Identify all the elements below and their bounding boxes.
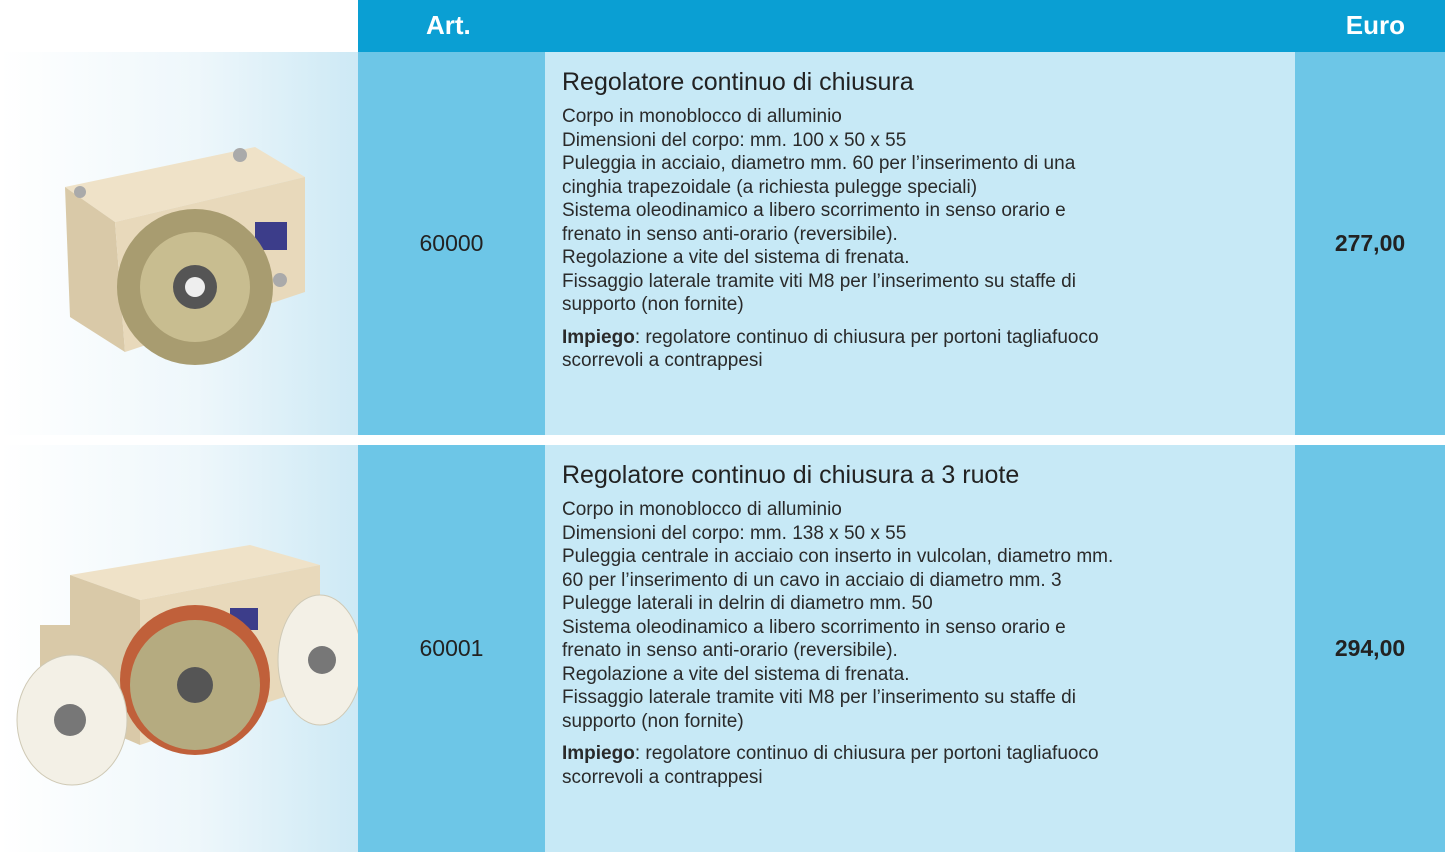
- description-line: frenato in senso anti-orario (reversibil…: [562, 223, 898, 245]
- product-title: Regolatore continuo di chiusura: [562, 68, 914, 96]
- usage-label: Impiego: [562, 743, 635, 764]
- usage: Impiego: regolatore continuo di chiusura…: [562, 742, 1295, 789]
- description-line: supporto (non fornite): [562, 294, 744, 315]
- description-line: Puleggia in acciaio, diametro mm. 60 per…: [562, 153, 1076, 174]
- article-code: 60000: [358, 52, 545, 435]
- usage-line: scorrevoli a contrappesi: [562, 349, 1295, 373]
- product-image: [0, 445, 363, 852]
- art-header: Art.: [426, 10, 471, 40]
- usage-line: scorrevoli a contrappesi: [562, 766, 1295, 790]
- description-line: cinghia trapezoidale (a richiesta pulegg…: [562, 176, 978, 198]
- price: 277,00: [1295, 52, 1445, 435]
- description-line: Regolazione a vite del sistema di frenat…: [562, 663, 910, 685]
- usage-text: : regolatore continuo di chiusura per po…: [634, 743, 1099, 764]
- usage: Impiego: regolatore continuo di chiusura…: [562, 326, 1295, 373]
- description-line: Fissaggio laterale tramite viti M8 per l…: [562, 687, 1076, 708]
- usage-line: Impiego: regolatore continuo di chiusura…: [562, 326, 1295, 350]
- description: Regolatore continuo di chiusura a 3 ruot…: [545, 445, 1295, 852]
- usage-text: scorrevoli a contrappesi: [562, 766, 763, 788]
- description-line: Sistema oleodinamico a libero scorriment…: [562, 200, 1066, 221]
- description-line: Corpo in monoblocco di alluminio: [562, 106, 842, 127]
- description-line: 60 per l’inserimento di un cavo in accia…: [562, 569, 1062, 591]
- article-code: 60001: [358, 445, 545, 852]
- euro-header: Euro: [1345, 10, 1405, 40]
- description-line: Fissaggio laterale tramite viti M8 per l…: [562, 270, 1076, 292]
- description-line: Regolazione a vite del sistema di frenat…: [562, 247, 910, 268]
- usage-line: Impiego: regolatore continuo di chiusura…: [562, 742, 1295, 766]
- description: Regolatore continuo di chiusura Corpo in …: [545, 52, 1295, 435]
- description-line: Sistema oleodinamico a libero scorriment…: [562, 616, 1066, 638]
- usage-label: Impiego: [562, 326, 635, 348]
- description-line: Dimensioni del corpo: mm. 138 x 50 x 55: [562, 522, 907, 544]
- usage-text: scorrevoli a contrappesi: [562, 350, 763, 371]
- product-title: Regolatore continuo di chiusura a 3 ruot…: [562, 461, 1020, 489]
- product-illustration: [65, 147, 305, 365]
- table-header: Art. Euro: [358, 0, 1445, 52]
- description-line: supporto (non fornite): [562, 710, 744, 732]
- usage-text: : regolatore continuo di chiusura per po…: [634, 326, 1099, 348]
- product-illustration: [16, 545, 363, 786]
- description-line: Pulegge laterali in delrin di diametro m…: [562, 593, 933, 614]
- description-line: frenato in senso anti-orario (reversibil…: [562, 640, 898, 661]
- price: 294,00: [1295, 445, 1445, 852]
- description-line: Corpo in monoblocco di alluminio: [562, 499, 842, 520]
- description-line: Puleggia centrale in acciaio con inserto…: [562, 546, 1114, 567]
- product-image: [0, 52, 358, 435]
- description-line: Dimensioni del corpo: mm. 100 x 50 x 55: [562, 129, 907, 151]
